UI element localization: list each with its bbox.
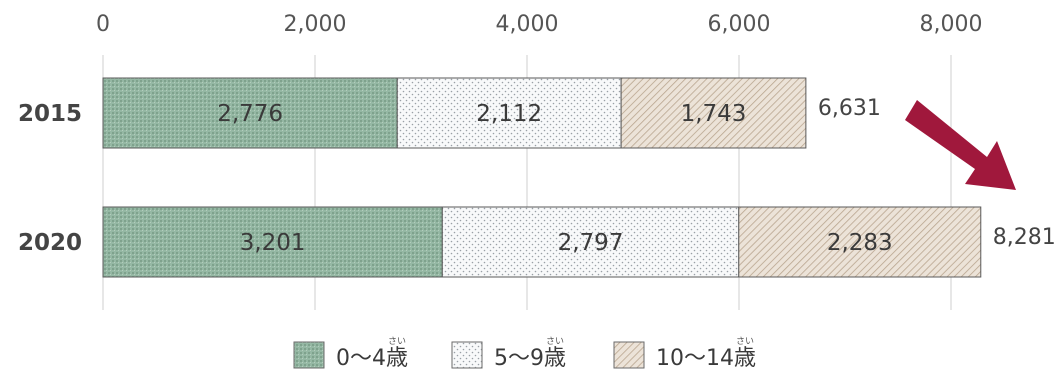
legend-swatch [293,341,325,369]
legend-ruby: さい [736,336,754,347]
data-label: 2,797 [558,230,624,256]
bars [102,77,982,278]
segment-labels: 2,776 2,112 1,743 3,201 2,797 2,283 [217,101,893,256]
bar-total-label: 6,631 [818,96,881,121]
legend-label: 10～14歳 [656,346,756,371]
x-tick-label: 4,000 [496,12,559,37]
data-label: 2,283 [827,230,893,256]
y-category-label: 2020 [18,230,82,256]
legend-ruby: さい [546,336,564,347]
data-label: 3,201 [240,230,306,256]
legend-swatch [613,341,645,369]
bar-2020-series-1 [441,206,740,278]
legend-ruby: さい [388,336,406,347]
bar-2015-series-2 [620,77,807,149]
bar-2020-series-2 [738,206,982,278]
bar-totals: 6,631 8,281 [818,96,1056,250]
legend-label: 0～4歳 [336,346,408,371]
data-label: 2,776 [217,101,283,127]
x-tick-label: 2,000 [284,12,347,37]
legend-swatch [451,341,483,369]
data-label: 2,112 [476,101,542,127]
x-axis: 0 2,000 4,000 6,000 8,000 [96,12,982,37]
trend-arrow [905,100,1016,190]
legend-label: 5～9歳 [494,346,566,371]
bar-2015-series-1 [396,77,622,149]
bar-2020-series-0 [102,206,443,278]
y-category-label: 2015 [18,101,82,127]
x-tick-label: 0 [96,12,110,37]
x-tick-label: 8,000 [920,12,983,37]
data-label: 1,743 [681,101,747,127]
y-axis-categories: 2015 2020 [18,101,82,256]
bar-2015-series-0 [102,77,398,149]
down-right-arrow-icon [905,100,1016,190]
bar-total-label: 8,281 [993,225,1056,250]
x-tick-label: 6,000 [708,12,771,37]
